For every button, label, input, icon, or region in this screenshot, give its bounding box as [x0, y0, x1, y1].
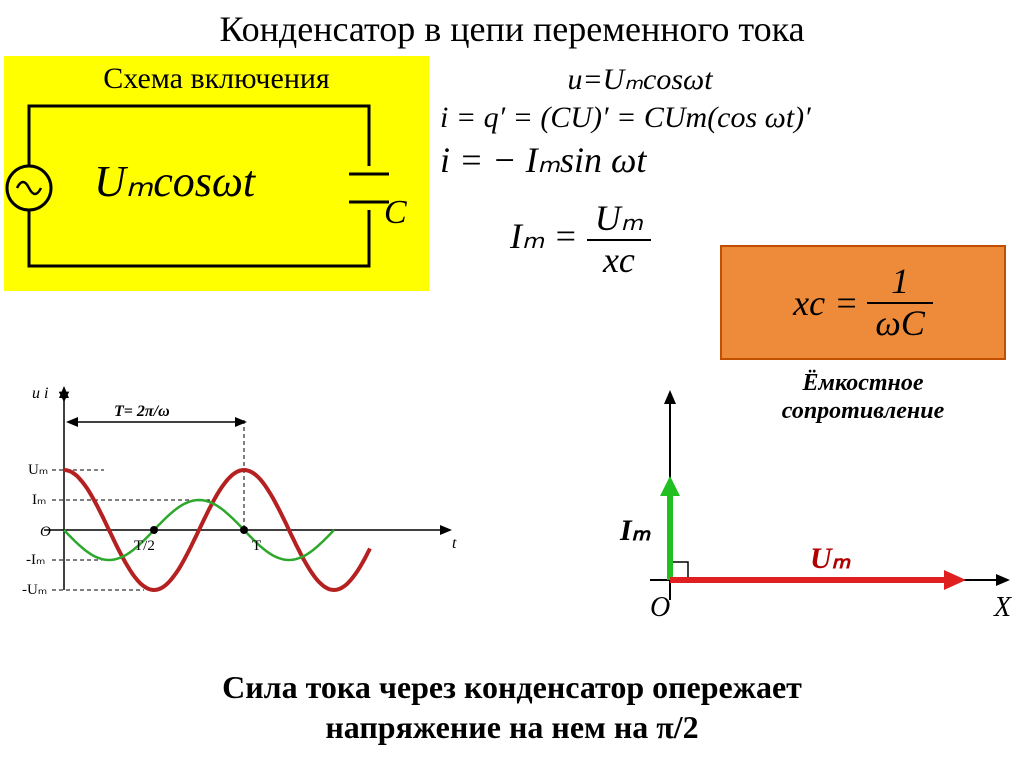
svg-text:T: T: [252, 538, 261, 554]
svg-text:Uₘ: Uₘ: [28, 462, 48, 478]
svg-text:-Uₘ: -Uₘ: [22, 582, 47, 598]
svg-text:O: O: [40, 524, 51, 540]
wave-plot: T= 2π/ω u i t Uₘ Iₘ O -Iₘ -Uₘ T/2 T: [4, 380, 479, 610]
svg-text:-Iₘ: -Iₘ: [26, 552, 45, 568]
circuit-source-expr: Uₘcosωt: [94, 156, 255, 207]
conclusion-text: Сила тока через конденсатор опережает на…: [0, 667, 1024, 747]
svg-text:X: X: [993, 592, 1012, 623]
svg-text:t: t: [452, 535, 457, 552]
phasor-diagram: Iₘ Uₘ O X: [590, 380, 1020, 640]
circuit-diagram-box: Схема включения Uₘcosωt C: [4, 56, 429, 291]
period-label: T= 2π/ω: [114, 403, 170, 420]
svg-text:O: O: [650, 592, 670, 623]
page-title: Конденсатор в цепи переменного тока: [0, 0, 1024, 50]
eq-i-deriv: i = q′ = (CU)′ = CUm(cos ωt)′: [440, 101, 1015, 135]
circuit-caption: Схема включения: [4, 62, 429, 96]
svg-text:Iₘ: Iₘ: [32, 492, 46, 508]
svg-text:Iₘ: Iₘ: [619, 514, 652, 547]
svg-text:u i: u i: [32, 385, 48, 402]
xc-formula-box: xc = 1 ωC: [720, 245, 1006, 360]
capacitor-label: C: [384, 194, 407, 232]
svg-text:T/2: T/2: [134, 538, 155, 554]
eq-u: u=Uₘcosωt: [440, 62, 840, 97]
svg-text:Uₘ: Uₘ: [810, 542, 852, 575]
eq-i-sin: i = − Iₘsin ωt: [440, 139, 1015, 181]
